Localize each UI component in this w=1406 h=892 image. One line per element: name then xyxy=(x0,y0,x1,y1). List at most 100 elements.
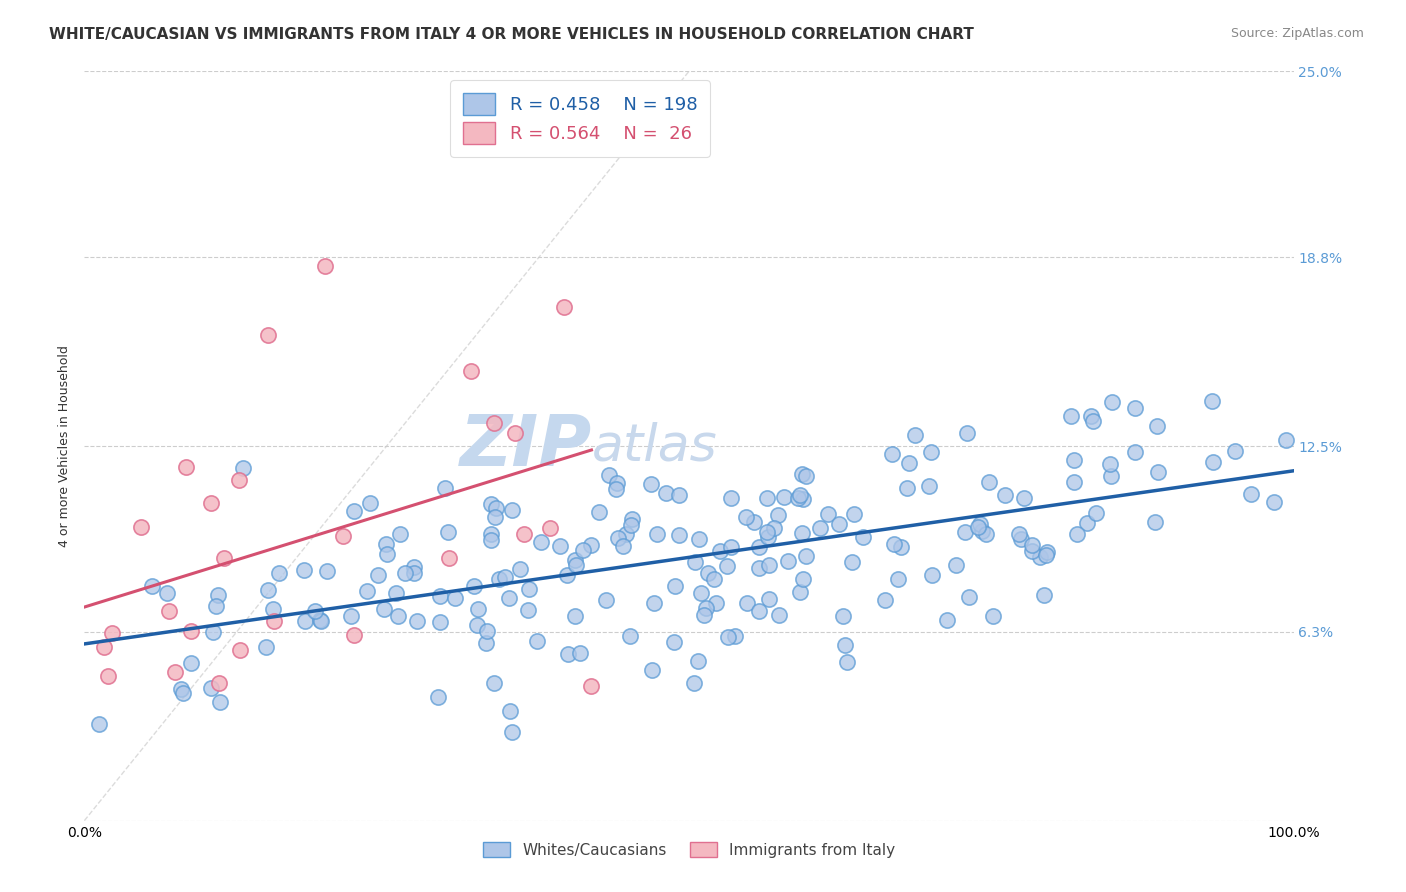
Point xyxy=(827,516,849,531)
Point xyxy=(429,590,451,604)
Point xyxy=(641,663,664,677)
Point xyxy=(174,459,197,474)
Point xyxy=(101,626,124,640)
Text: atlas: atlas xyxy=(592,421,718,471)
Point xyxy=(695,600,717,615)
Point xyxy=(375,547,398,561)
Point xyxy=(1035,545,1057,559)
Point xyxy=(595,593,617,607)
Point xyxy=(796,468,818,483)
Point xyxy=(263,614,285,628)
Point xyxy=(790,467,813,481)
Point xyxy=(735,596,758,610)
Point xyxy=(485,501,508,516)
Point xyxy=(768,508,790,522)
Point xyxy=(426,690,449,704)
Point xyxy=(620,518,643,533)
Point xyxy=(564,609,586,624)
Point xyxy=(1101,395,1123,409)
Point xyxy=(688,532,710,546)
Point xyxy=(555,568,578,582)
Point xyxy=(994,488,1017,502)
Point xyxy=(612,539,634,553)
Point xyxy=(498,591,520,605)
Point xyxy=(974,527,997,541)
Point xyxy=(387,608,409,623)
Point xyxy=(1081,414,1104,428)
Point xyxy=(394,566,416,581)
Point xyxy=(598,467,620,482)
Point xyxy=(832,609,855,624)
Point xyxy=(257,328,280,343)
Point xyxy=(790,525,813,540)
Point xyxy=(852,530,875,544)
Point xyxy=(981,608,1004,623)
Point xyxy=(530,534,553,549)
Point xyxy=(172,686,194,700)
Point xyxy=(262,602,284,616)
Point xyxy=(842,507,865,521)
Point xyxy=(1012,491,1035,505)
Point xyxy=(605,483,627,497)
Point xyxy=(356,583,378,598)
Point xyxy=(367,568,389,582)
Point xyxy=(664,635,686,649)
Point xyxy=(683,555,706,569)
Point xyxy=(308,613,330,627)
Point xyxy=(808,521,831,535)
Point xyxy=(180,656,202,670)
Point xyxy=(479,527,502,541)
Point xyxy=(429,615,451,629)
Point xyxy=(683,676,706,690)
Text: ZIP: ZIP xyxy=(460,411,592,481)
Point xyxy=(693,607,716,622)
Point xyxy=(484,510,506,524)
Point xyxy=(314,259,336,273)
Point xyxy=(444,591,467,605)
Point xyxy=(697,566,720,580)
Point xyxy=(703,572,725,586)
Point xyxy=(332,529,354,543)
Point xyxy=(581,679,603,693)
Point xyxy=(404,566,426,580)
Point xyxy=(207,588,229,602)
Point xyxy=(482,676,505,690)
Point xyxy=(465,618,488,632)
Point xyxy=(817,507,839,521)
Point xyxy=(720,491,742,506)
Point xyxy=(207,676,229,690)
Point xyxy=(437,550,460,565)
Point xyxy=(433,481,456,495)
Point xyxy=(475,636,498,650)
Point xyxy=(792,572,814,586)
Point xyxy=(402,560,425,574)
Point xyxy=(501,503,523,517)
Point xyxy=(311,614,333,628)
Point xyxy=(1033,588,1056,602)
Point xyxy=(467,602,489,616)
Point xyxy=(970,524,993,538)
Point xyxy=(257,582,280,597)
Point xyxy=(1123,445,1146,459)
Point xyxy=(690,586,713,600)
Point xyxy=(484,416,506,430)
Point xyxy=(904,428,927,442)
Point xyxy=(1099,468,1122,483)
Point xyxy=(228,473,250,487)
Point xyxy=(557,647,579,661)
Point xyxy=(200,681,222,696)
Point xyxy=(643,596,665,610)
Point xyxy=(686,654,709,668)
Point xyxy=(1263,495,1285,509)
Point xyxy=(1011,532,1033,546)
Point xyxy=(1201,394,1223,409)
Point xyxy=(619,629,641,643)
Point xyxy=(977,475,1000,490)
Point xyxy=(607,532,630,546)
Point xyxy=(748,604,770,618)
Point xyxy=(792,492,814,507)
Point xyxy=(794,549,817,563)
Point xyxy=(956,425,979,440)
Point xyxy=(479,497,502,511)
Point xyxy=(209,695,232,709)
